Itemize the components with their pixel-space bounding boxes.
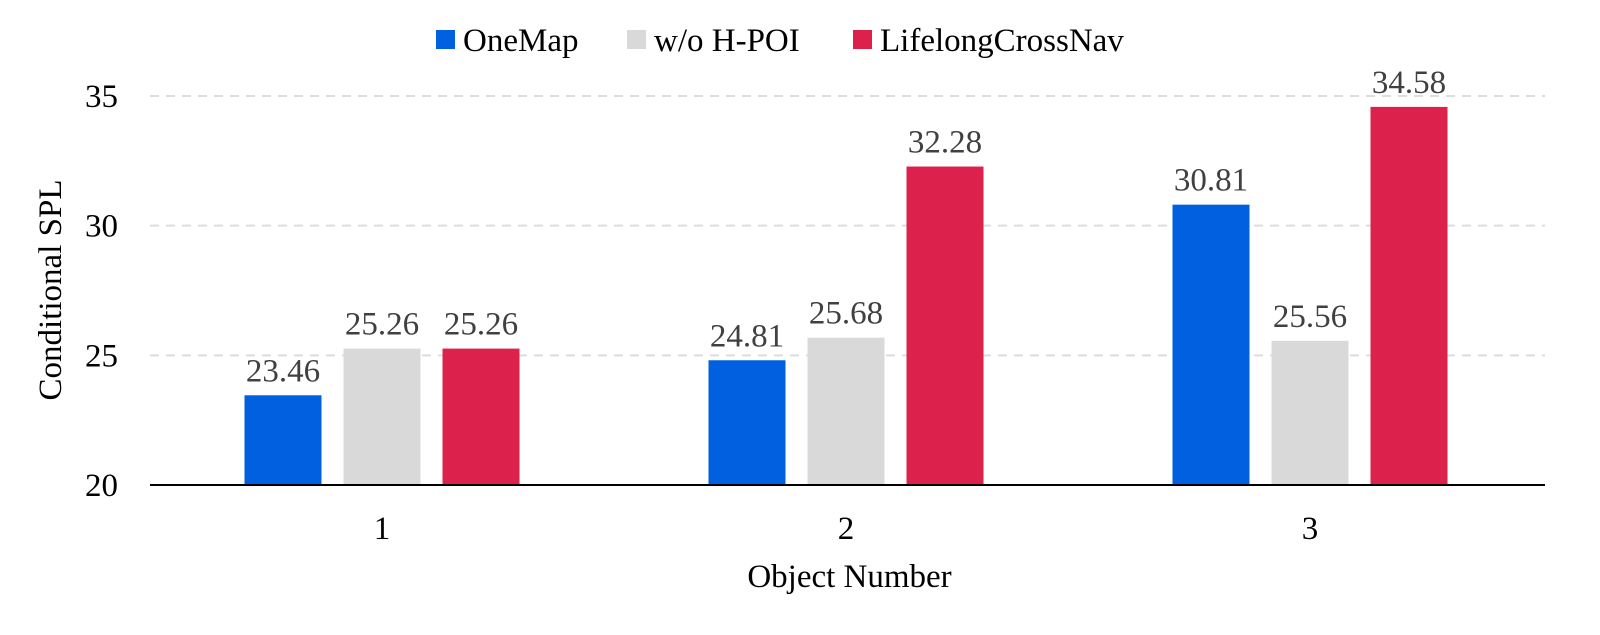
y-tick-label: 25 — [85, 338, 118, 374]
data-label: 23.46 — [246, 353, 320, 389]
data-label: 32.28 — [908, 125, 982, 161]
y-tick-labels: 20 25 30 35 — [85, 79, 118, 504]
legend-label: w/o H-POI — [654, 23, 800, 59]
data-label: 25.26 — [444, 307, 518, 343]
bar — [244, 395, 322, 485]
y-axis-title: Conditional SPL — [33, 180, 69, 401]
legend-swatch — [853, 30, 872, 49]
x-tick-label: 2 — [838, 511, 855, 547]
legend: OneMap w/o H-POI LifelongCrossNav — [436, 23, 1124, 59]
x-tick-label: 3 — [1302, 511, 1319, 547]
data-label: 24.81 — [710, 318, 784, 354]
data-label: 30.81 — [1174, 163, 1248, 199]
bars — [244, 106, 1448, 486]
legend-swatch — [627, 30, 646, 49]
data-label: 34.58 — [1372, 65, 1446, 101]
data-label: 25.56 — [1273, 299, 1347, 335]
bar — [906, 166, 984, 485]
bar — [1370, 106, 1448, 485]
bar — [1172, 204, 1250, 486]
data-label: 25.26 — [345, 307, 419, 343]
x-tick-labels: 1 2 3 — [374, 511, 1319, 547]
y-tick-label: 35 — [85, 79, 118, 115]
legend-swatch — [436, 30, 455, 49]
bar — [1271, 340, 1349, 485]
bar — [442, 348, 520, 485]
bar — [343, 348, 421, 485]
x-tick-label: 1 — [374, 511, 391, 547]
legend-label: OneMap — [463, 23, 578, 59]
y-tick-label: 20 — [85, 468, 118, 504]
bar — [708, 360, 786, 485]
x-axis-title: Object Number — [747, 559, 951, 595]
data-label: 25.68 — [809, 296, 883, 332]
legend-label: LifelongCrossNav — [880, 23, 1124, 59]
bar — [807, 337, 885, 485]
y-tick-label: 30 — [85, 209, 118, 245]
data-labels: 23.46 25.26 25.26 24.81 25.68 32.28 30.81 25.56… — [246, 65, 1446, 389]
